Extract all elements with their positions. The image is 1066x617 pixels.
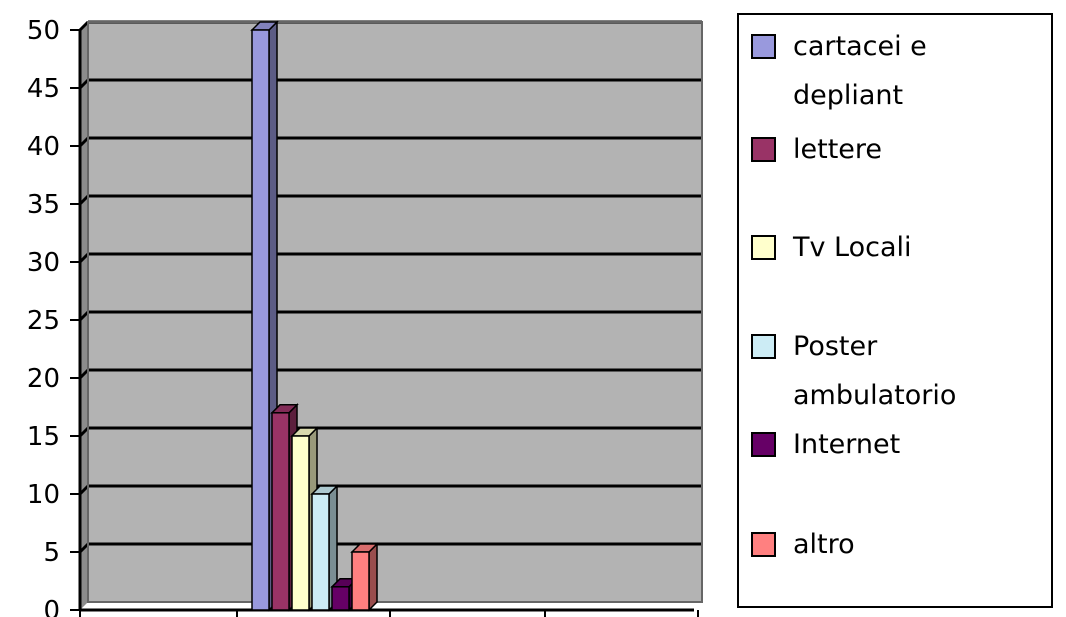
- y-tick-label: 0: [43, 596, 60, 617]
- y-tick-label: 10: [27, 480, 60, 510]
- legend-item-poster: Poster ambulatorio: [751, 329, 1043, 420]
- bar-poster-ambulatorio: [311, 493, 330, 611]
- bar-internet: [331, 586, 350, 611]
- legend-swatch-lettere: [751, 137, 776, 162]
- legend-label-internet: Internet: [793, 429, 901, 460]
- legend: cartacei e depliant lettere Tv Locali Po…: [737, 13, 1053, 608]
- legend-label-altro: altro: [793, 529, 855, 560]
- legend-item-cartacei: cartacei e depliant: [751, 29, 1043, 120]
- bar-side-altro: [368, 542, 378, 612]
- y-tick-label: 5: [43, 538, 60, 568]
- legend-swatch-altro: [751, 532, 776, 557]
- legend-label-cartacei: cartacei e depliant: [793, 31, 927, 111]
- legend-swatch-internet: [751, 432, 776, 457]
- y-tick-label: 35: [27, 190, 60, 220]
- legend-swatch-cartacei: [751, 34, 776, 59]
- bar-lettere: [271, 412, 290, 611]
- y-tick-label: 50: [27, 16, 60, 46]
- legend-label-lettere: lettere: [793, 134, 883, 165]
- legend-label-tv-locali: Tv Locali: [793, 232, 912, 263]
- legend-swatch-tv-locali: [751, 235, 776, 260]
- gridline-depth: [78, 20, 90, 32]
- y-tick-label: 25: [27, 306, 60, 336]
- plot-border: [87, 21, 703, 603]
- legend-item-altro: altro: [751, 527, 1043, 569]
- y-tick-label: 40: [27, 132, 60, 162]
- legend-label-poster: Poster ambulatorio: [793, 331, 957, 411]
- legend-item-internet: Internet: [751, 427, 1043, 469]
- y-tick-label: 15: [27, 422, 60, 452]
- y-tick-label: 20: [27, 364, 60, 394]
- legend-swatch-poster: [751, 334, 776, 359]
- y-tick-label: 45: [27, 74, 60, 104]
- bar-tv-locali: [291, 435, 310, 611]
- bar-cartacei-e-depliant: [251, 29, 270, 611]
- legend-item-tv-locali: Tv Locali: [751, 230, 1043, 272]
- y-tick-label: 30: [27, 248, 60, 278]
- legend-item-lettere: lettere: [751, 132, 1043, 174]
- bar-altro: [351, 551, 370, 611]
